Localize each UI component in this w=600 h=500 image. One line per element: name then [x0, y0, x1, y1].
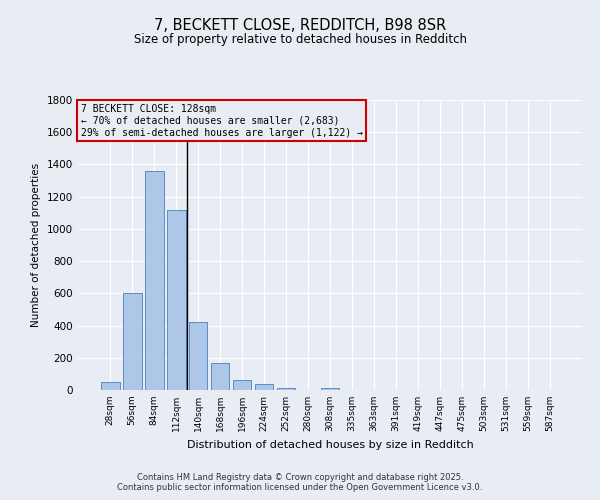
Text: 7, BECKETT CLOSE, REDDITCH, B98 8SR: 7, BECKETT CLOSE, REDDITCH, B98 8SR [154, 18, 446, 32]
Bar [123, 294, 142, 390]
Text: Contains HM Land Registry data © Crown copyright and database right 2025.
Contai: Contains HM Land Registry data © Crown c… [118, 473, 482, 492]
Bar [255, 384, 274, 390]
X-axis label: Distribution of detached houses by size in Redditch: Distribution of detached houses by size … [187, 440, 473, 450]
Bar [101, 382, 119, 390]
Text: 7 BECKETT CLOSE: 128sqm
← 70% of detached houses are smaller (2,683)
29% of semi: 7 BECKETT CLOSE: 128sqm ← 70% of detache… [80, 104, 362, 138]
Bar [233, 380, 251, 390]
Bar [211, 362, 229, 390]
Bar [189, 322, 208, 390]
Bar [320, 388, 340, 390]
Y-axis label: Number of detached properties: Number of detached properties [31, 163, 41, 327]
Text: Size of property relative to detached houses in Redditch: Size of property relative to detached ho… [133, 32, 467, 46]
Bar [145, 171, 164, 390]
Bar [277, 388, 295, 390]
Bar [167, 210, 185, 390]
